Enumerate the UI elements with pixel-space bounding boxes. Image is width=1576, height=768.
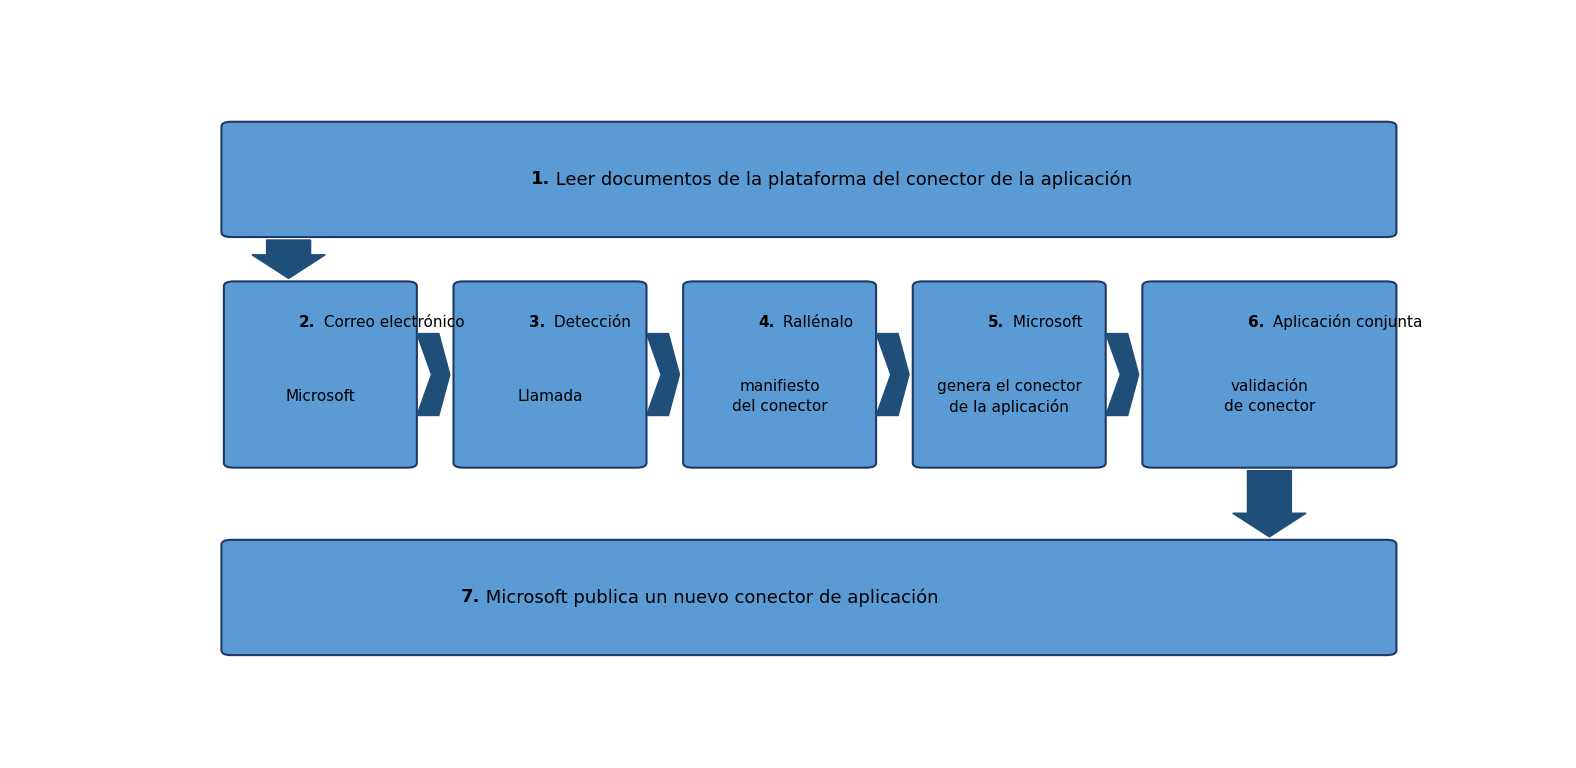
Polygon shape: [416, 333, 449, 415]
Text: Leer documentos de la plataforma del conector de la aplicación: Leer documentos de la plataforma del con…: [550, 170, 1132, 189]
Polygon shape: [252, 240, 325, 279]
Text: validación
de conector: validación de conector: [1223, 379, 1314, 414]
Polygon shape: [876, 333, 909, 415]
Text: 3.: 3.: [530, 315, 545, 330]
FancyBboxPatch shape: [682, 281, 876, 468]
Text: 1.: 1.: [531, 170, 550, 188]
Text: manifiesto
del conector: manifiesto del conector: [731, 379, 827, 414]
FancyBboxPatch shape: [224, 281, 416, 468]
Polygon shape: [1106, 333, 1139, 415]
Text: Aplicación conjunta: Aplicación conjunta: [1269, 314, 1423, 330]
Text: Microsoft: Microsoft: [285, 389, 355, 405]
FancyBboxPatch shape: [221, 121, 1396, 237]
Text: 2.: 2.: [299, 315, 315, 330]
FancyBboxPatch shape: [221, 540, 1396, 655]
Text: 7.: 7.: [460, 588, 481, 607]
FancyBboxPatch shape: [454, 281, 646, 468]
Text: Microsoft publica un nuevo conector de aplicación: Microsoft publica un nuevo conector de a…: [481, 588, 938, 607]
FancyBboxPatch shape: [913, 281, 1106, 468]
Text: Microsoft: Microsoft: [1009, 315, 1083, 330]
Text: 6.: 6.: [1248, 315, 1264, 330]
Polygon shape: [1232, 471, 1307, 537]
Text: Rallénalo: Rallénalo: [779, 315, 854, 330]
Text: Llamada: Llamada: [517, 389, 583, 405]
Text: Correo electrónico: Correo electrónico: [318, 315, 465, 330]
Text: 4.: 4.: [758, 315, 775, 330]
Text: Detección: Detección: [548, 315, 630, 330]
Text: 5.: 5.: [988, 315, 1004, 330]
Text: genera el conector
de la aplicación: genera el conector de la aplicación: [936, 379, 1081, 415]
FancyBboxPatch shape: [1143, 281, 1396, 468]
Polygon shape: [646, 333, 679, 415]
